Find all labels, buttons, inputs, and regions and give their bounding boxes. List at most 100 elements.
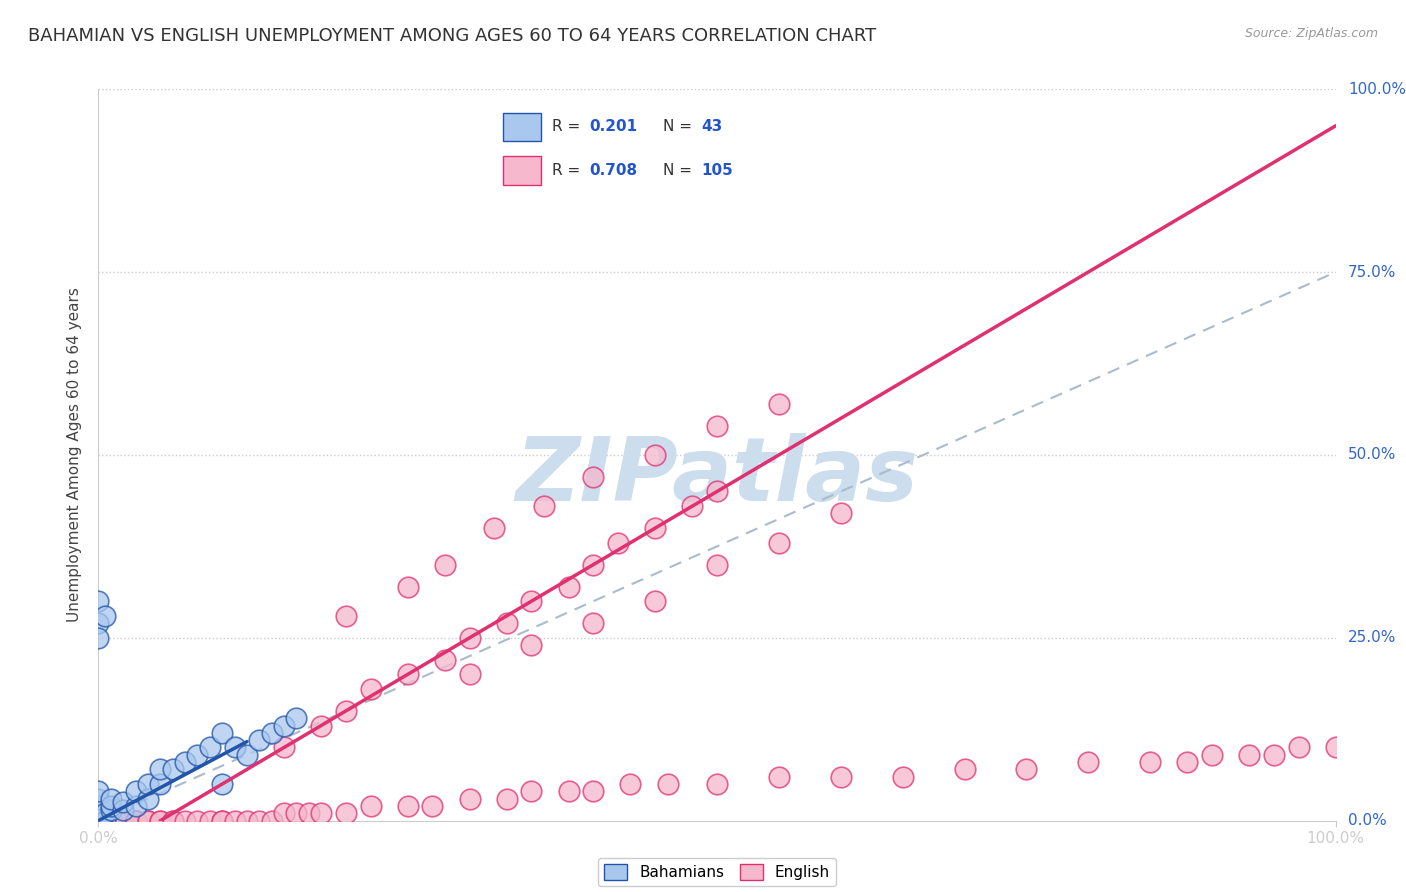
Y-axis label: Unemployment Among Ages 60 to 64 years: Unemployment Among Ages 60 to 64 years bbox=[67, 287, 83, 623]
Point bbox=[174, 755, 197, 769]
Point bbox=[174, 814, 197, 828]
Point bbox=[87, 814, 110, 828]
Text: 0.0%: 0.0% bbox=[1348, 814, 1386, 828]
Point bbox=[87, 594, 110, 608]
Point bbox=[124, 799, 146, 814]
Point bbox=[112, 803, 135, 817]
Point bbox=[87, 814, 110, 828]
Point bbox=[458, 667, 481, 681]
Point bbox=[458, 791, 481, 805]
Point bbox=[100, 791, 122, 805]
Point bbox=[830, 507, 852, 521]
Point bbox=[87, 814, 110, 828]
Point bbox=[87, 814, 110, 828]
Point bbox=[87, 814, 110, 828]
Point bbox=[706, 484, 728, 499]
Point bbox=[124, 784, 146, 798]
Point bbox=[520, 594, 543, 608]
Point bbox=[149, 763, 172, 777]
Point bbox=[87, 814, 110, 828]
Point bbox=[273, 740, 295, 755]
Point bbox=[557, 580, 579, 594]
Point bbox=[260, 814, 283, 828]
Point bbox=[247, 814, 270, 828]
Point bbox=[87, 814, 110, 828]
Point bbox=[1288, 740, 1310, 755]
Point bbox=[198, 814, 221, 828]
Point bbox=[87, 814, 110, 828]
Point bbox=[100, 814, 122, 828]
Point bbox=[335, 806, 357, 821]
Point bbox=[87, 814, 110, 828]
Point bbox=[87, 814, 110, 828]
Point bbox=[87, 814, 110, 828]
Point bbox=[1015, 763, 1038, 777]
Point bbox=[136, 814, 159, 828]
Point bbox=[484, 521, 506, 535]
Point bbox=[768, 397, 790, 411]
Point bbox=[1139, 755, 1161, 769]
Point bbox=[136, 777, 159, 791]
Point bbox=[273, 806, 295, 821]
Point bbox=[830, 770, 852, 784]
Point bbox=[100, 803, 122, 817]
Point bbox=[87, 806, 110, 821]
Point bbox=[309, 718, 332, 732]
Point bbox=[1263, 747, 1285, 762]
Point bbox=[87, 814, 110, 828]
Text: 50.0%: 50.0% bbox=[1348, 448, 1396, 462]
Point bbox=[112, 814, 135, 828]
Point bbox=[644, 521, 666, 535]
Point bbox=[533, 499, 555, 513]
Point bbox=[87, 814, 110, 828]
Text: 100.0%: 100.0% bbox=[1348, 82, 1406, 96]
Point bbox=[87, 814, 110, 828]
Point bbox=[706, 777, 728, 791]
Point bbox=[1077, 755, 1099, 769]
Point bbox=[149, 777, 172, 791]
Point bbox=[87, 814, 110, 828]
Point bbox=[87, 799, 110, 814]
Point bbox=[100, 814, 122, 828]
Point bbox=[298, 806, 321, 821]
Point bbox=[260, 726, 283, 740]
Point bbox=[112, 814, 135, 828]
Point bbox=[706, 418, 728, 433]
Point bbox=[87, 814, 110, 828]
Point bbox=[100, 814, 122, 828]
Point bbox=[162, 814, 184, 828]
Point bbox=[1324, 740, 1347, 755]
Point bbox=[211, 814, 233, 828]
Point bbox=[112, 814, 135, 828]
Point bbox=[582, 558, 605, 572]
Point bbox=[582, 784, 605, 798]
Point bbox=[87, 810, 110, 824]
Text: ZIPatlas: ZIPatlas bbox=[516, 434, 918, 520]
Point bbox=[87, 791, 110, 805]
Point bbox=[433, 653, 456, 667]
Point bbox=[87, 814, 110, 828]
Point bbox=[112, 796, 135, 810]
Point bbox=[87, 814, 110, 828]
Point bbox=[582, 470, 605, 484]
Point bbox=[87, 814, 110, 828]
Text: BAHAMIAN VS ENGLISH UNEMPLOYMENT AMONG AGES 60 TO 64 YEARS CORRELATION CHART: BAHAMIAN VS ENGLISH UNEMPLOYMENT AMONG A… bbox=[28, 27, 876, 45]
Point bbox=[87, 616, 110, 631]
Point bbox=[186, 814, 208, 828]
Point bbox=[87, 814, 110, 828]
Point bbox=[422, 799, 444, 814]
Point bbox=[87, 784, 110, 798]
Point bbox=[124, 814, 146, 828]
Point bbox=[162, 763, 184, 777]
Text: 75.0%: 75.0% bbox=[1348, 265, 1396, 279]
Point bbox=[87, 814, 110, 828]
Point bbox=[224, 740, 246, 755]
Point bbox=[644, 594, 666, 608]
Point bbox=[87, 814, 110, 828]
Point bbox=[93, 608, 115, 623]
Point bbox=[768, 770, 790, 784]
Point bbox=[124, 814, 146, 828]
Text: Source: ZipAtlas.com: Source: ZipAtlas.com bbox=[1244, 27, 1378, 40]
Point bbox=[87, 814, 110, 828]
Point bbox=[520, 638, 543, 652]
